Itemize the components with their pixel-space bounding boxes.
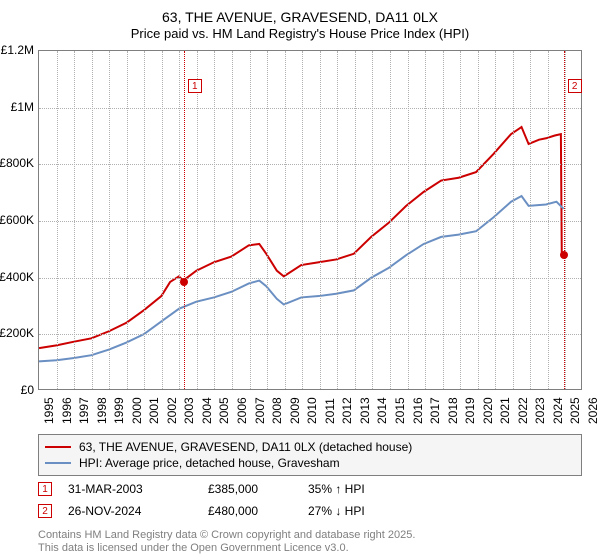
chart-plot-area: 12 bbox=[38, 50, 582, 390]
y-tick-label: £1M bbox=[11, 100, 34, 114]
title-main: 63, THE AVENUE, GRAVESEND, DA11 0LX bbox=[0, 8, 600, 26]
y-tick-label: £600K bbox=[0, 213, 34, 227]
x-tick-label: 2001 bbox=[147, 397, 161, 424]
event-price-2: £480,000 bbox=[208, 504, 308, 518]
x-tick-label: 1999 bbox=[112, 397, 126, 424]
legend-label-hpi: HPI: Average price, detached house, Grav… bbox=[79, 456, 340, 470]
attribution-line1: Contains HM Land Registry data © Crown c… bbox=[38, 529, 415, 543]
y-tick-label: £200K bbox=[0, 326, 34, 340]
x-tick-label: 2007 bbox=[253, 397, 267, 424]
x-tick-label: 2006 bbox=[235, 397, 249, 424]
x-tick-label: 2014 bbox=[375, 397, 389, 424]
x-tick-label: 2012 bbox=[340, 397, 354, 424]
x-tick-label: 2024 bbox=[551, 397, 565, 424]
event-marker-line bbox=[184, 51, 185, 389]
legend-label-property: 63, THE AVENUE, GRAVESEND, DA11 0LX (det… bbox=[79, 440, 412, 454]
x-tick-label: 1998 bbox=[95, 397, 109, 424]
x-tick-label: 2000 bbox=[130, 397, 144, 424]
event-badge-1: 1 bbox=[38, 482, 52, 496]
x-tick-label: 2003 bbox=[182, 397, 196, 424]
attribution: Contains HM Land Registry data © Crown c… bbox=[38, 529, 415, 557]
y-tick-label: £0 bbox=[21, 383, 34, 397]
title-sub: Price paid vs. HM Land Registry's House … bbox=[0, 26, 600, 43]
x-tick-label: 2026 bbox=[586, 397, 600, 424]
x-tick-label: 2025 bbox=[568, 397, 582, 424]
chart-container: 63, THE AVENUE, GRAVESEND, DA11 0LX Pric… bbox=[0, 0, 600, 560]
x-tick-label: 2013 bbox=[358, 397, 372, 424]
legend-swatch-property bbox=[45, 446, 71, 448]
event-marker-badge: 2 bbox=[568, 79, 582, 93]
y-tick-label: £400K bbox=[0, 270, 34, 284]
event-row-2: 2 26-NOV-2024 £480,000 27% ↓ HPI bbox=[38, 504, 582, 518]
x-tick-label: 1995 bbox=[42, 397, 56, 424]
x-tick-label: 2011 bbox=[323, 398, 337, 424]
x-tick-label: 2008 bbox=[270, 397, 284, 424]
x-tick-label: 2010 bbox=[305, 397, 319, 424]
x-tick-label: 2016 bbox=[411, 397, 425, 424]
x-tick-label: 2019 bbox=[463, 397, 477, 424]
attribution-line2: This data is licensed under the Open Gov… bbox=[38, 542, 415, 556]
y-tick-label: £800K bbox=[0, 156, 34, 170]
x-tick-label: 2009 bbox=[288, 397, 302, 424]
x-tick-label: 2002 bbox=[165, 397, 179, 424]
x-tick-label: 2015 bbox=[393, 397, 407, 424]
x-tick-label: 1997 bbox=[77, 397, 91, 424]
x-tick-label: 2005 bbox=[217, 397, 231, 424]
legend-box: 63, THE AVENUE, GRAVESEND, DA11 0LX (det… bbox=[38, 434, 582, 476]
x-tick-label: 2004 bbox=[200, 397, 214, 424]
series-property bbox=[39, 127, 562, 348]
title-block: 63, THE AVENUE, GRAVESEND, DA11 0LX Pric… bbox=[0, 0, 600, 43]
y-tick-label: £1.2M bbox=[1, 43, 34, 57]
event-marker-badge: 1 bbox=[188, 79, 202, 93]
event-marker-dot bbox=[180, 278, 188, 286]
x-tick-label: 2023 bbox=[533, 397, 547, 424]
event-date-1: 31-MAR-2003 bbox=[68, 482, 208, 496]
x-tick-label: 1996 bbox=[60, 397, 74, 424]
event-pct-1: 35% ↑ HPI bbox=[308, 482, 365, 496]
x-tick-label: 2020 bbox=[481, 397, 495, 424]
x-tick-label: 2021 bbox=[498, 397, 512, 424]
event-date-2: 26-NOV-2024 bbox=[68, 504, 208, 518]
legend-row-property: 63, THE AVENUE, GRAVESEND, DA11 0LX (det… bbox=[45, 439, 575, 455]
chart-lines-svg bbox=[39, 51, 581, 389]
event-marker-line bbox=[564, 51, 565, 389]
event-marker-dot bbox=[560, 251, 568, 259]
x-tick-label: 2022 bbox=[516, 397, 530, 424]
legend-row-hpi: HPI: Average price, detached house, Grav… bbox=[45, 455, 575, 471]
event-row-1: 1 31-MAR-2003 £385,000 35% ↑ HPI bbox=[38, 482, 582, 496]
event-badge-2: 2 bbox=[38, 504, 52, 518]
x-tick-label: 2017 bbox=[428, 397, 442, 424]
legend-swatch-hpi bbox=[45, 462, 71, 464]
event-pct-2: 27% ↓ HPI bbox=[308, 504, 365, 518]
event-price-1: £385,000 bbox=[208, 482, 308, 496]
x-tick-label: 2018 bbox=[446, 397, 460, 424]
